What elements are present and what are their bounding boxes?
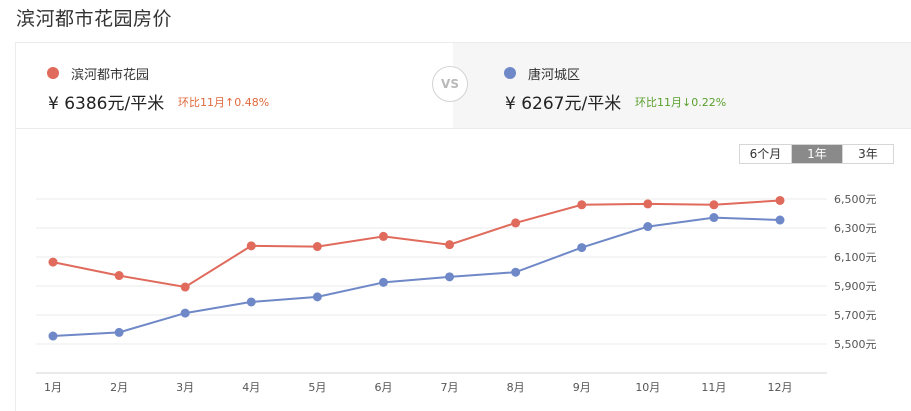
- data-point[interactable]: [709, 200, 719, 210]
- data-point[interactable]: [445, 272, 455, 282]
- x-tick-label: 11月: [701, 381, 726, 394]
- y-tick-label: 6,500元: [834, 193, 877, 206]
- x-tick-label: 9月: [573, 381, 591, 394]
- compare-item-left-price: ¥ 6386元/平米: [48, 94, 165, 114]
- compare-header: 滨河都市花园 ¥ 6386元/平米 环比11月↑0.48% 唐河城区 ¥ 626…: [16, 43, 911, 129]
- page-title: 滨河都市花园房价: [16, 8, 173, 30]
- compare-item-left-name: 滨河都市花园: [71, 68, 150, 83]
- data-point[interactable]: [445, 240, 455, 250]
- data-point[interactable]: [48, 257, 58, 267]
- compare-panel: 滨河都市花园 ¥ 6386元/平米 环比11月↑0.48% 唐河城区 ¥ 626…: [15, 42, 911, 411]
- x-tick-label: 1月: [44, 381, 62, 394]
- series-line-2: [52, 216, 781, 337]
- x-tick-label: 6月: [374, 381, 392, 394]
- x-tick-label: 4月: [242, 381, 260, 394]
- x-tick-label: 7月: [441, 381, 459, 394]
- x-tick-label: 5月: [308, 381, 326, 394]
- compare-item-left: 滨河都市花园 ¥ 6386元/平米 环比11月↑0.48%: [16, 43, 453, 128]
- range-tabs: 6个月 1年 3年: [739, 144, 894, 164]
- x-tick-label: 8月: [507, 381, 525, 394]
- data-point[interactable]: [577, 200, 587, 210]
- range-tab-3-years[interactable]: 3年: [842, 145, 893, 163]
- compare-item-right-name: 唐河城区: [528, 68, 581, 83]
- legend-dot-right-icon: [504, 67, 516, 79]
- data-point[interactable]: [246, 241, 256, 251]
- x-tick-label: 10月: [635, 381, 660, 394]
- data-point[interactable]: [180, 308, 190, 318]
- vs-badge: VS: [432, 66, 468, 102]
- data-point[interactable]: [378, 231, 388, 241]
- y-tick-label: 5,900元: [834, 280, 877, 293]
- data-point[interactable]: [312, 242, 322, 252]
- data-point[interactable]: [577, 243, 587, 253]
- range-tab-6-months[interactable]: 6个月: [740, 145, 791, 163]
- range-tab-1-year[interactable]: 1年: [791, 145, 842, 163]
- data-point[interactable]: [114, 327, 124, 337]
- data-point[interactable]: [378, 277, 388, 287]
- y-tick-label: 5,700元: [834, 309, 877, 322]
- y-tick-label: 6,300元: [834, 222, 877, 235]
- compare-item-right-change: 环比11月↓0.22%: [635, 96, 727, 109]
- series-line-1: [52, 199, 781, 289]
- y-tick-label: 6,100元: [834, 251, 877, 264]
- x-tick-label: 3月: [176, 381, 194, 394]
- x-tick-label: 2月: [110, 381, 128, 394]
- y-tick-label: 5,500元: [834, 338, 877, 351]
- data-point[interactable]: [180, 282, 190, 292]
- compare-item-left-change: 环比11月↑0.48%: [178, 96, 270, 109]
- compare-item-right: 唐河城区 ¥ 6267元/平米 环比11月↓0.22%: [453, 43, 911, 128]
- data-point[interactable]: [246, 297, 256, 307]
- data-point[interactable]: [775, 195, 785, 205]
- data-point[interactable]: [48, 331, 58, 341]
- data-point[interactable]: [511, 218, 521, 228]
- x-tick-label: 12月: [768, 381, 793, 394]
- data-point[interactable]: [775, 215, 785, 225]
- compare-item-right-price: ¥ 6267元/平米: [505, 94, 622, 114]
- legend-dot-left-icon: [47, 67, 59, 79]
- data-point[interactable]: [643, 222, 653, 232]
- data-point[interactable]: [709, 213, 719, 223]
- data-point[interactable]: [643, 199, 653, 209]
- data-point[interactable]: [511, 267, 521, 277]
- data-point[interactable]: [312, 292, 322, 302]
- data-point[interactable]: [114, 271, 124, 281]
